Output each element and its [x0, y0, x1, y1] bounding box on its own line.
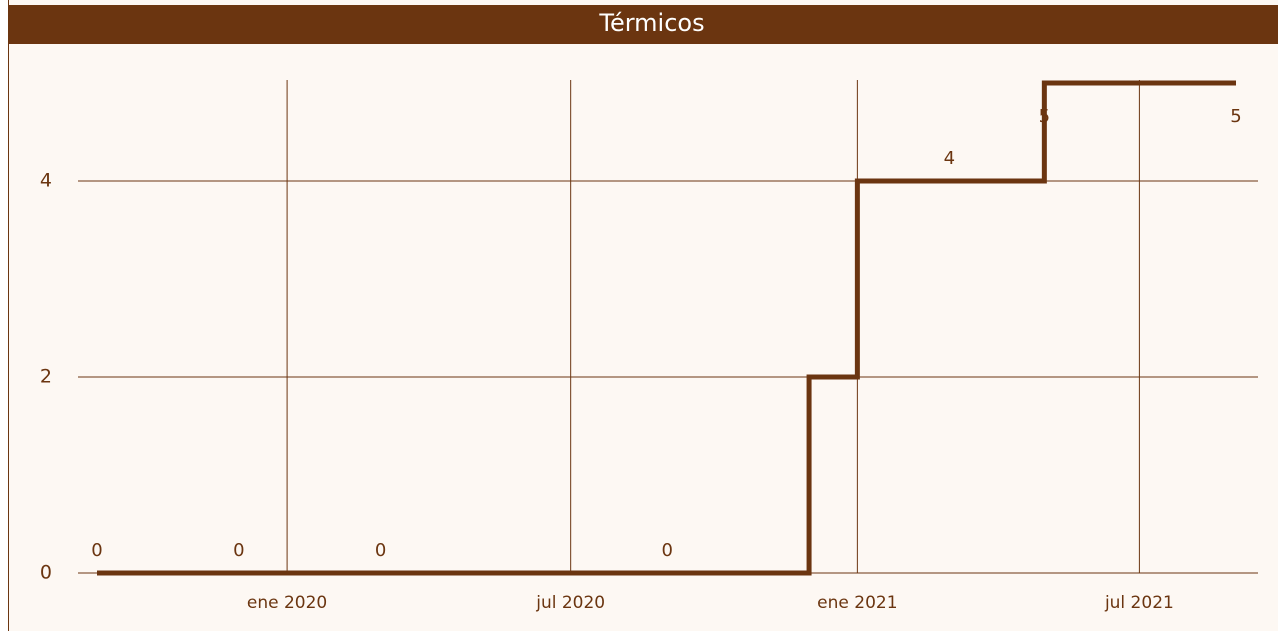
y-tick-label: 4	[40, 170, 52, 192]
x-tick-label: ene 2020	[247, 593, 327, 613]
data-label: 5	[1230, 106, 1241, 127]
data-label: 0	[91, 540, 102, 561]
x-tick-label: jul 2020	[535, 593, 605, 613]
y-tick-label: 2	[40, 366, 52, 388]
step-line	[97, 80, 1236, 576]
data-label: 0	[375, 540, 386, 561]
x-tick-label: ene 2021	[817, 593, 897, 613]
data-label: 0	[662, 540, 673, 561]
panel	[8, 0, 1278, 631]
chart-title: Térmicos	[598, 9, 704, 37]
x-tick-label: jul 2021	[1104, 593, 1174, 613]
data-label: 0	[233, 540, 244, 561]
data-label: 5	[1039, 106, 1050, 127]
y-tick-label: 0	[40, 562, 52, 584]
data-label: 4	[944, 148, 955, 169]
title-bar	[8, 5, 1278, 44]
